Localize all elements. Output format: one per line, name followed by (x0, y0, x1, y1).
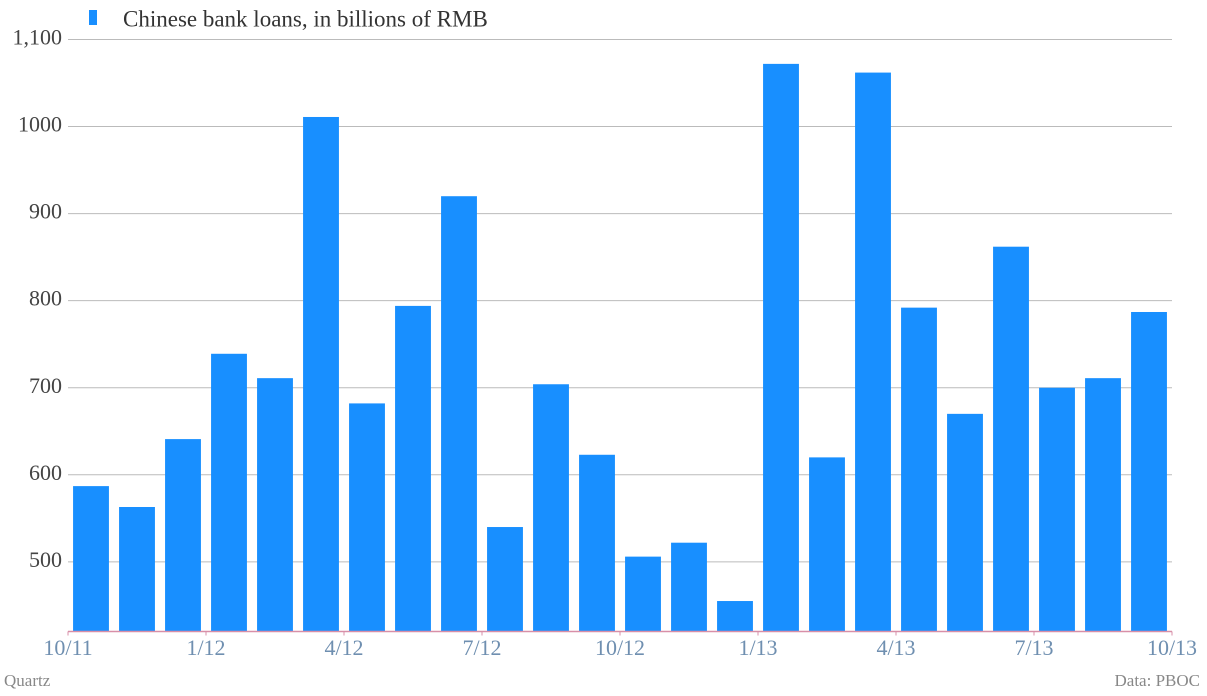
y-tick-label: 700 (29, 373, 62, 398)
bar (763, 63, 799, 632)
bar (533, 384, 569, 632)
legend-swatch (89, 10, 97, 25)
bar (395, 305, 431, 632)
x-tick-label: 4/12 (324, 635, 363, 660)
bar (993, 246, 1029, 632)
bar (257, 378, 293, 632)
x-tick-label: 10/11 (43, 635, 92, 660)
bar (809, 457, 845, 632)
bar (855, 72, 891, 632)
bar (947, 413, 983, 632)
y-tick-label: 800 (29, 286, 62, 311)
legend-label: Chinese bank loans, in billions of RMB (123, 6, 488, 31)
bar (579, 454, 615, 632)
y-tick-label: 900 (29, 199, 62, 224)
bar (441, 196, 477, 632)
bar (73, 486, 109, 632)
x-tick-label: 1/13 (738, 635, 777, 660)
bar (303, 116, 339, 632)
bar (901, 307, 937, 632)
x-tick-label: 10/12 (595, 635, 645, 660)
credit: Quartz (4, 671, 51, 690)
bar (349, 403, 385, 632)
bar (1131, 311, 1167, 632)
bar (487, 527, 523, 632)
x-tick-label: 7/12 (462, 635, 501, 660)
x-tick-label: 1/12 (186, 635, 225, 660)
x-tick-label: 4/13 (876, 635, 915, 660)
x-tick-label: 7/13 (1014, 635, 1053, 660)
bar (165, 439, 201, 632)
y-tick-label: 600 (29, 460, 62, 485)
bar (625, 556, 661, 632)
bar (1085, 378, 1121, 632)
bar (671, 542, 707, 632)
y-tick-label: 1000 (18, 112, 62, 137)
y-tick-label: 500 (29, 547, 62, 572)
x-tick-label: 10/13 (1147, 635, 1197, 660)
y-tick-label: 1,100 (13, 25, 63, 50)
bar (119, 507, 155, 632)
source: Data: PBOC (1115, 671, 1200, 690)
bar (717, 601, 753, 632)
bar (211, 353, 247, 632)
bar (1039, 387, 1075, 632)
